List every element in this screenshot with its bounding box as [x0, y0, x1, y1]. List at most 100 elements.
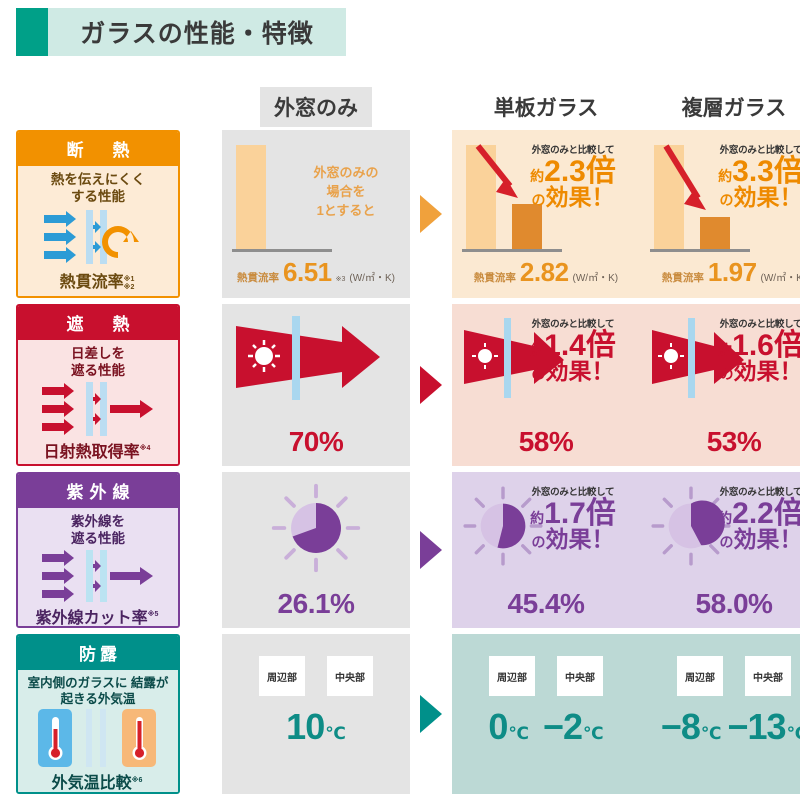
cell-condensation-single: 周辺部 中央部 0 ℃ −2 ℃	[452, 634, 640, 794]
row-label-uv: 紫外線 紫外線を 遮る性能	[16, 472, 180, 628]
cell-condensation-double: 周辺部 中央部 −8 ℃ −13 ℃	[640, 634, 800, 794]
comparison-lead: 外窓のみと比較して	[719, 145, 800, 156]
comparison-lead: 外窓のみと比較して	[531, 145, 615, 156]
comparison-lead: 外窓のみと比較して	[531, 319, 615, 330]
row-metric-insulation: 熱貫流率 ※1 ※2	[59, 274, 135, 291]
sun-shading-icon	[22, 380, 174, 438]
temps-condensation-single: 0 ℃ −2 ℃	[460, 706, 632, 748]
column-header-row: 外窓のみ 単板ガラス 複層ガラス	[16, 84, 788, 130]
row-desc-uv: 紫外線を 遮る性能	[71, 514, 125, 547]
metric-value: 6.51	[283, 257, 332, 287]
temps-condensation-base: 10 ℃	[230, 706, 402, 748]
row-metric-shading: 日射熱取得率※4	[43, 443, 151, 461]
uv-sun-pie-icon	[651, 486, 731, 566]
row-head-shading: 遮 熱	[18, 306, 178, 340]
metric-insulation-double: 熱貫流率 1.97 (W/㎡・K)	[648, 257, 800, 290]
cell-uv-base: 26.1%	[222, 472, 410, 628]
chips-condensation-base: 周辺部 中央部	[230, 656, 402, 696]
solar-heat-gain-icon	[652, 318, 744, 398]
solar-heat-gain-icon	[464, 318, 564, 398]
comparison-effect: の効果！	[719, 526, 800, 553]
metric-unit: (W/㎡・K)	[349, 273, 395, 284]
arrow-spacer-insulation-1	[180, 130, 222, 298]
heat-insulation-icon	[22, 206, 174, 268]
comparison-multiplier: 約1.7倍	[530, 497, 616, 530]
arrow-insulation	[410, 130, 452, 298]
comparison-uv-single: 外窓のみと比較して 約1.7倍 の効果！	[518, 484, 628, 551]
column-header-single-label: 単板ガラス	[493, 97, 599, 120]
comparison-effect: の効果！	[531, 526, 615, 553]
bar-chart-insulation-base	[230, 138, 338, 257]
comparison-lead: 外窓のみと比較して	[719, 487, 800, 498]
arrow-spacer-shading-1	[180, 304, 222, 466]
chip-peripheral: 周辺部	[489, 656, 535, 696]
row-shading: 遮 熱 日差しを 遮る性能	[16, 304, 800, 466]
uv-sun-pie-icon	[271, 483, 361, 573]
metric-insulation-base: 熱貫流率 6.51 ※3 (W/㎡・K)	[230, 257, 402, 290]
cell-shading-base: 70%	[222, 304, 410, 466]
temp-value-central: −13 ℃	[727, 706, 800, 747]
metric-label: 熱貫流率	[661, 272, 704, 284]
row-desc-insulation: 熱を伝えにくく する性能	[50, 172, 146, 205]
value-shading-double: 53%	[706, 426, 762, 457]
row-label-insulation: 断 熱 熱を伝えにくく する性能	[16, 130, 180, 298]
row-condensation: 防露 室内側のガラスに 結露が起きる外気温	[16, 634, 800, 794]
bar-chart-insulation-double	[648, 138, 756, 257]
metric-unit: (W/㎡・K)	[572, 273, 619, 284]
column-header-base-label: 外窓のみ	[260, 87, 372, 127]
triangle-arrow-icon	[420, 695, 442, 733]
row-desc-shading: 日差しを 遮る性能	[71, 346, 125, 379]
comparison-lead: 外窓のみと比較して	[531, 487, 615, 498]
metric-value: 2.82	[519, 257, 569, 287]
cell-shading-single: 外窓のみと比較して 約1.4倍 の効果！ 58%	[452, 304, 640, 466]
cell-insulation-double: 外窓のみと比較して 約3.3倍 の効果！ 熱貫流率 1.97 (W/㎡・K)	[640, 130, 800, 298]
comparison-effect: の効果！	[531, 184, 615, 211]
chips-condensation-single: 周辺部 中央部	[460, 656, 632, 696]
cell-condensation-base: 周辺部 中央部 10 ℃	[222, 634, 410, 794]
comparison-uv-double: 外窓のみと比較して 約2.2倍 の効果！	[706, 484, 800, 551]
row-metric-uv: 紫外線カット率※5	[35, 609, 159, 627]
column-header-base: 外窓のみ	[222, 87, 410, 127]
cell-uv-double: 外窓のみと比較して 約2.2倍 の効果！ 58.0%	[640, 472, 800, 628]
column-header-double-label: 複層ガラス	[681, 97, 787, 120]
value-shading-single: 58%	[518, 426, 574, 457]
row-uv: 紫外線 紫外線を 遮る性能	[16, 472, 800, 628]
chip-peripheral: 周辺部	[677, 656, 723, 696]
row-head-condensation: 防露	[18, 636, 178, 670]
comparison-effect: の効果！	[531, 358, 615, 385]
row-label-shading: 遮 熱 日差しを 遮る性能	[16, 304, 180, 466]
temp-value-central: −2 ℃	[542, 706, 604, 747]
page-title: ガラスの性能・特徴	[16, 8, 346, 56]
bar-new	[512, 204, 542, 249]
value-shading-base: 70%	[288, 426, 344, 457]
comparison-multiplier: 約2.3倍	[530, 155, 616, 188]
temp-value-peripheral: 0 ℃	[488, 706, 529, 747]
chips-condensation-double: 周辺部 中央部	[648, 656, 800, 696]
chip-central: 中央部	[745, 656, 791, 696]
chip-central: 中央部	[557, 656, 603, 696]
comparison-shading-double: 外窓のみと比較して 約1.6倍 の効果！	[706, 316, 800, 383]
metric-label: 熱貫流率	[237, 272, 280, 284]
chip-peripheral: 周辺部	[259, 656, 305, 696]
arrow-uv	[410, 472, 452, 628]
arrow-condensation	[410, 634, 452, 794]
cell-insulation-single: 外窓のみと比較して 約2.3倍 の効果！ 熱貫流率 2.82 (W/㎡・K)	[452, 130, 640, 298]
row-desc-condensation: 室内側のガラスに 結露が起きる外気温	[27, 676, 169, 706]
comparison-insulation-single: 外窓のみと比較して 約2.3倍 の効果！	[518, 142, 628, 209]
cell-shading-double: 外窓のみと比較して 約1.6倍 の効果！ 53%	[640, 304, 800, 466]
triangle-arrow-icon	[420, 195, 442, 233]
comparison-multiplier: 約1.6倍	[718, 329, 800, 362]
comparison-multiplier: 約2.2倍	[718, 497, 800, 530]
value-uv-double: 58.0%	[695, 588, 773, 619]
row-insulation: 断 熱 熱を伝えにくく する性能	[16, 130, 800, 298]
solar-heat-gain-icon	[236, 316, 380, 400]
downward-arrow-icon	[475, 144, 518, 198]
metric-unit: (W/㎡・K)	[760, 273, 800, 284]
value-uv-base: 26.1%	[277, 588, 355, 619]
arrow-spacer-condensation-1	[180, 634, 222, 794]
chip-central: 中央部	[327, 656, 373, 696]
downward-arrow-icon	[663, 144, 706, 210]
title-text: ガラスの性能・特徴	[80, 20, 314, 48]
bar-new	[700, 217, 730, 249]
cell-uv-single: 外窓のみと比較して 約1.7倍 の効果！ 45.4%	[452, 472, 640, 628]
